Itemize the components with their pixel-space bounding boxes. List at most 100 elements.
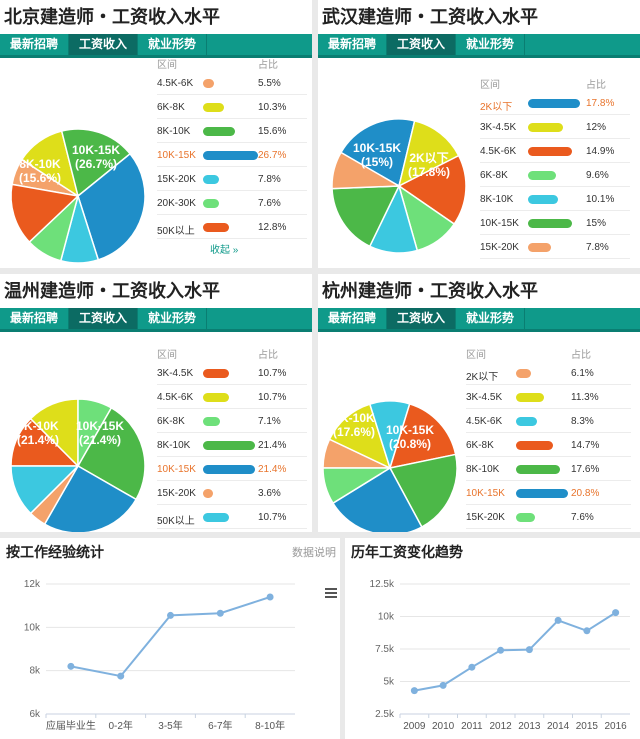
legend-row[interactable]: 10K-15K 15% [480, 212, 630, 235]
pie-slice-8k-10k[interactable] [388, 453, 458, 528]
pie-label-range: 10K-15K [76, 419, 124, 433]
legend-label: 6K-8K [157, 416, 185, 427]
legend-row[interactable]: 50K以上 10.7% [157, 506, 307, 529]
data-point[interactable] [497, 646, 505, 654]
legend-percent: 7.1% [258, 416, 281, 427]
pie-label-range: 8K-10K [333, 411, 375, 425]
panel-hangzhou: 杭州建造师・工资收入水平 最新招聘 工资收入 就业形势 8K-10K (17.6%… [318, 274, 640, 532]
legend-percent: 6.1% [571, 368, 594, 379]
legend-row[interactable]: 6K-8K 7.1% [157, 410, 307, 433]
panel-wenzhou: 温州建造师・工资收入水平 最新招聘 工资收入 就业形势 8K-10K (21.4%… [0, 274, 312, 532]
legend-label: 3K-4.5K [466, 392, 503, 403]
legend-row[interactable]: 20K-30K 7.6% [157, 192, 307, 215]
legend-row[interactable]: 15K-20K 3.6% [157, 482, 307, 505]
tab-salary[interactable]: 工资收入 [387, 34, 457, 55]
legend-bar [516, 489, 568, 498]
pie-slice-50k[interactable] [10, 465, 80, 515]
tab-employment[interactable]: 就业形势 [138, 34, 208, 55]
legend-percent: 7.8% [258, 174, 281, 185]
legend-header-range: 区间 [466, 350, 486, 361]
tab-employment[interactable]: 就业形势 [456, 34, 526, 55]
legend-row[interactable]: 3K-4.5K 11.3% [466, 386, 631, 409]
pie-slice-8k-10k[interactable] [60, 128, 132, 198]
legend-row[interactable]: 10K-15K 21.4% [157, 458, 307, 481]
legend-row[interactable]: 8K-10K 17.6% [466, 458, 631, 481]
legend-row[interactable]: 15K-20K 7.8% [480, 236, 630, 259]
tab-latest-jobs[interactable]: 最新招聘 [318, 34, 388, 55]
data-point[interactable] [612, 609, 620, 617]
pie-slice-8k-10k[interactable] [76, 406, 146, 501]
data-point[interactable] [439, 681, 447, 689]
legend-row[interactable]: 3K-4.5K 12% [480, 116, 630, 139]
tab-salary[interactable]: 工资收入 [69, 34, 139, 55]
tab-latest-jobs[interactable]: 最新招聘 [318, 308, 388, 329]
legend-header-percent: 占比 [586, 80, 606, 91]
legend-row[interactable]: 6K-8K 10.3% [157, 96, 307, 119]
y-tick-label: 8k [29, 666, 41, 677]
legend-row[interactable]: 4.5K-6K 14.9% [480, 140, 630, 163]
legend-row[interactable]: 8K-10K 10.1% [480, 188, 630, 211]
legend-row[interactable]: 3K-4.5K 10.7% [157, 362, 307, 385]
pie-slice-15k-20k[interactable] [322, 467, 393, 505]
legend-row[interactable]: 2K以下 6.1% [466, 362, 631, 385]
data-point[interactable] [67, 662, 75, 670]
legend-row[interactable]: 50K以上 12.8% [157, 216, 307, 239]
data-point[interactable] [167, 611, 174, 619]
legend-percent: 14.7% [571, 440, 600, 451]
legend-label: 10K-15K [157, 150, 196, 161]
data-point[interactable] [525, 646, 533, 654]
legend-label: 50K以上 [157, 516, 195, 527]
legend-bar [516, 417, 537, 426]
data-point[interactable] [410, 687, 418, 695]
pie-slice-2k[interactable] [339, 118, 416, 188]
legend-row[interactable]: 15K-20K 7.8% [157, 168, 307, 191]
x-tick-label: 3-5年 [158, 719, 182, 732]
pie-chart: 10K-15K(15%) 2K以下(17.8%) [331, 118, 467, 254]
tab-employment[interactable]: 就业形势 [138, 308, 208, 329]
legend-row[interactable]: 15K-20K 7.6% [466, 506, 631, 529]
legend-bar [203, 199, 219, 208]
collapse-link[interactable]: 收起 » [210, 245, 239, 256]
tab-latest-jobs[interactable]: 最新招聘 [0, 34, 70, 55]
tab-salary[interactable]: 工资收入 [69, 308, 139, 329]
legend-row[interactable]: 10K-15K 26.7% [157, 144, 307, 167]
legend-percent: 9.6% [586, 170, 609, 181]
data-point[interactable] [468, 663, 476, 671]
legend-row[interactable]: 6K-8K 14.7% [466, 434, 631, 457]
pie-slice-10k-15k[interactable] [331, 466, 423, 532]
data-point[interactable] [266, 593, 274, 601]
legend-label: 50K以上 [157, 226, 195, 237]
pie-slice-10k-15k[interactable] [43, 464, 138, 532]
legend-bar [516, 393, 545, 402]
pie-slice-15k-20k[interactable] [331, 151, 402, 190]
data-point[interactable] [554, 616, 562, 624]
pie-slice-3k-4-5k[interactable] [397, 119, 460, 188]
legend-row[interactable]: 4.5K-6K 5.5% [157, 72, 307, 95]
data-point[interactable] [216, 609, 224, 617]
pie-slice-50k[interactable] [10, 183, 80, 244]
legend-bar [203, 369, 229, 378]
tab-bar: 最新招聘 工资收入 就业形势 [0, 308, 312, 332]
legend-row[interactable]: 6K-8K 9.6% [480, 164, 630, 187]
data-note-link[interactable]: 数据说明 [292, 547, 336, 559]
legend-row[interactable]: 4.5K-6K 10.7% [157, 386, 307, 409]
legend-header-percent: 占比 [258, 60, 278, 71]
data-point[interactable] [117, 672, 125, 680]
legend-row[interactable]: 10K-15K 20.8% [466, 482, 631, 505]
pie-slice-10k-15k[interactable] [77, 152, 146, 261]
legend-row[interactable]: 4.5K-6K 8.3% [466, 410, 631, 433]
legend-label: 8K-10K [466, 464, 500, 475]
pie-slice-10k-15k[interactable] [331, 185, 401, 248]
legend-row[interactable]: 8K-10K 21.4% [157, 434, 307, 457]
tab-employment[interactable]: 就业形势 [456, 308, 526, 329]
pie-slice-4-5k-6k[interactable] [397, 154, 467, 226]
data-point[interactable] [583, 627, 591, 635]
pie-slice-6k-8k[interactable] [388, 403, 457, 469]
legend-row[interactable]: 2K以下 17.8% [480, 92, 630, 115]
tab-latest-jobs[interactable]: 最新招聘 [0, 308, 70, 329]
menu-icon[interactable] [325, 588, 337, 598]
tab-salary[interactable]: 工资收入 [387, 308, 457, 329]
legend-bar [203, 417, 221, 426]
x-tick-label: 2015 [576, 721, 599, 732]
legend-row[interactable]: 8K-10K 15.6% [157, 120, 307, 143]
